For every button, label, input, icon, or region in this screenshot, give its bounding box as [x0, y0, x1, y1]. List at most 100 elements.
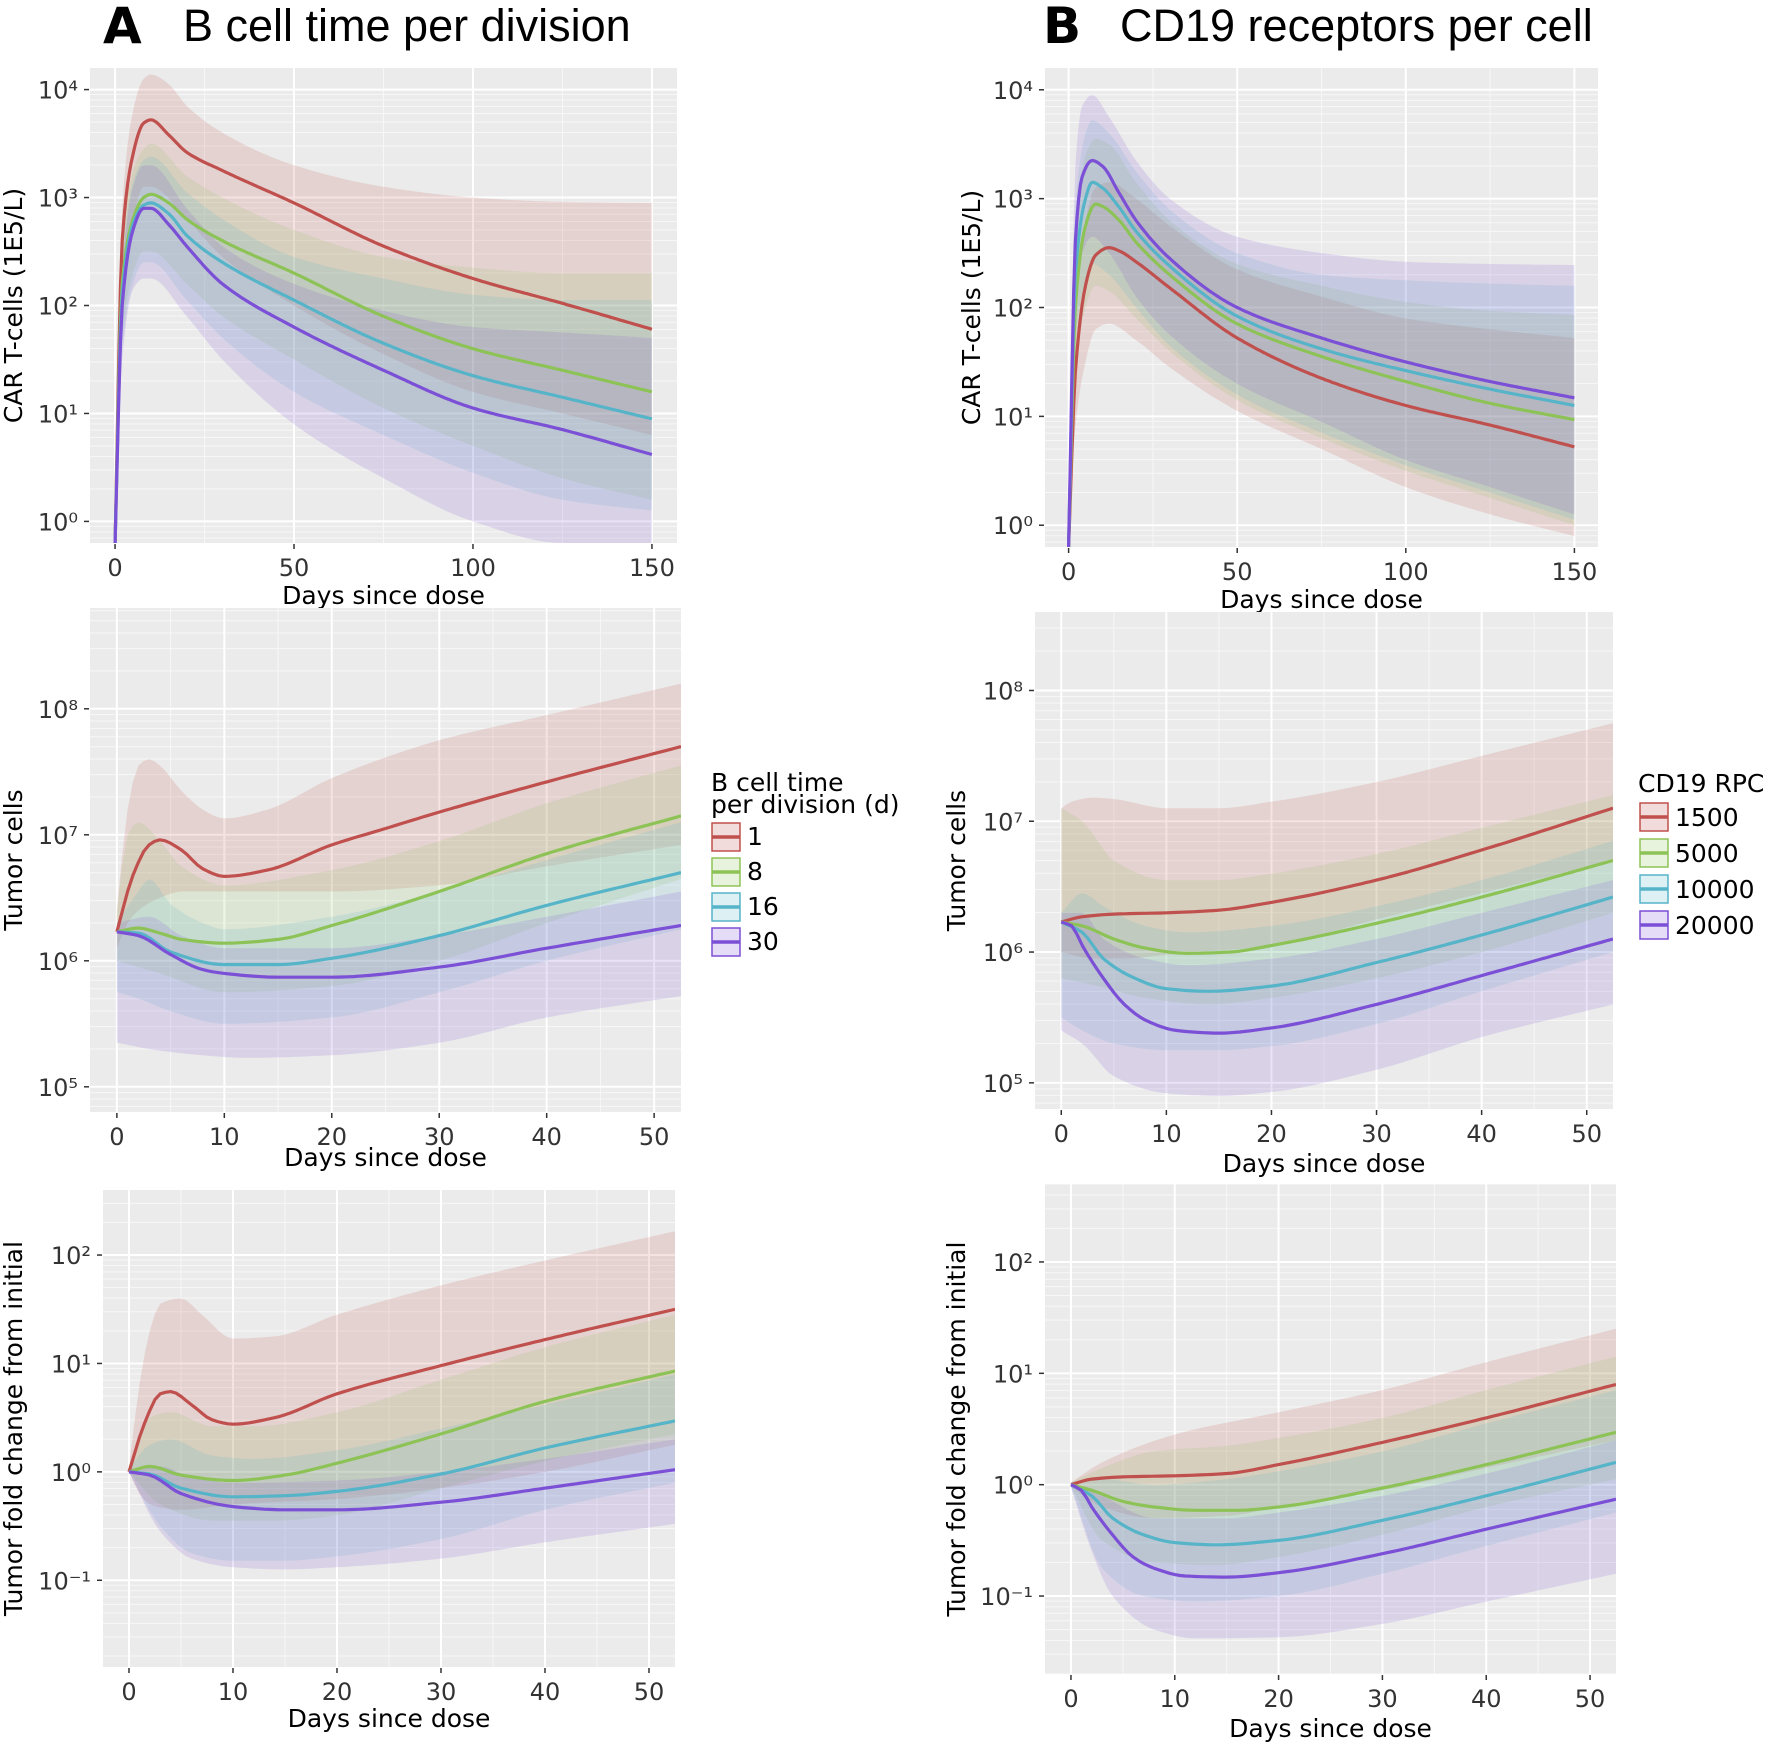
y-axis-label: CAR T-cells (1E5/L): [957, 190, 986, 425]
x-tick-label: 40: [1466, 1120, 1497, 1148]
band-20000: [1061, 880, 1613, 1096]
y-tick-label: 10⁻¹: [980, 1583, 1033, 1611]
band-1: [129, 1231, 675, 1510]
series-lines: [115, 745, 681, 979]
band-1: [115, 74, 652, 543]
x-tick-label: 50: [279, 554, 310, 582]
legend-a-label: 30: [747, 927, 779, 956]
y-axis-label: Tumor fold change from initial: [0, 1241, 28, 1617]
x-tick-label: 20: [1263, 1685, 1294, 1713]
y-tick-label: 10²: [38, 293, 78, 321]
band-20000: [1071, 1440, 1616, 1639]
chart-b-car-tcells: 10⁰ 10¹ 10² 10³ 10⁴ 0 50 100 150 Days since dose C…: [957, 68, 1598, 614]
x-tick-label: 0: [109, 1123, 124, 1151]
band-20000: [1068, 95, 1575, 547]
x-axis-label: Days since dose: [284, 1143, 487, 1172]
series-line-20000: [1070, 1483, 1616, 1579]
x-axis-label: Days since dose: [1223, 1149, 1426, 1178]
series-line-20000: [1060, 920, 1613, 1035]
x-tick-label: 0: [121, 1678, 136, 1706]
gridlines: [1045, 1184, 1616, 1674]
x-tick-label: 10: [1159, 1685, 1190, 1713]
x-tick-label: 10: [1151, 1120, 1182, 1148]
x-tick-label: 10: [218, 1678, 249, 1706]
series-line-16: [116, 871, 681, 967]
x-tick-label: 20: [322, 1678, 353, 1706]
x-tick-label: 0: [1054, 1120, 1069, 1148]
x-tick-label: 20: [1256, 1120, 1287, 1148]
chart-b-tumor-cells: 10⁵ 10⁶ 10⁷ 10⁸ 0 10 20 30 40 50 Days since dose Tu…: [942, 612, 1613, 1178]
y-tick-label: 10⁷: [983, 808, 1023, 836]
x-tick-label: 150: [629, 554, 675, 582]
series-line-5000: [1067, 202, 1575, 547]
y-tick-label: 10⁶: [38, 948, 78, 976]
series-line-16: [113, 201, 653, 543]
x-axis-label: Days since dose: [1220, 585, 1423, 614]
y-tick-label: 10⁴: [993, 77, 1033, 105]
y-axis-label: Tumor cells: [0, 789, 28, 931]
legend-a: B cell time per division (d) 1 8 16 30: [711, 768, 899, 957]
y-tick-label: 10⁰: [38, 508, 78, 536]
y-axis-label: Tumor fold change from initial: [942, 1242, 971, 1618]
panel-b-title: CD19 receptors per cell: [1120, 0, 1593, 51]
x-axis-label: Days since dose: [282, 581, 485, 610]
x-tick-label: 30: [426, 1678, 457, 1706]
y-tick-label: 10⁷: [38, 822, 78, 850]
y-tick-label: 10²: [51, 1242, 91, 1270]
x-tick-label: 50: [639, 1123, 670, 1151]
y-tick-label: 10³: [993, 186, 1033, 214]
legend-a-label: 8: [747, 857, 763, 886]
x-tick-label: 40: [530, 1678, 561, 1706]
legend-a-keys: [711, 822, 741, 957]
series-line-10000: [1060, 895, 1613, 993]
x-tick-label: 0: [107, 554, 122, 582]
legend-a-title-line2: per division (d): [711, 790, 899, 819]
y-tick-label: 10⁵: [38, 1074, 78, 1102]
x-axis-label: Days since dose: [1229, 1714, 1432, 1742]
series-line-8: [113, 192, 653, 543]
series-line-8: [116, 814, 681, 945]
series-line-30: [116, 923, 681, 979]
panel-b-letter: B: [1043, 0, 1081, 55]
band-30: [129, 1439, 675, 1570]
x-tick-label: 150: [1551, 558, 1597, 586]
legend-b-label: 10000: [1675, 875, 1755, 904]
x-axis-label: Days since dose: [288, 1704, 491, 1733]
y-tick-label: 10¹: [51, 1350, 91, 1378]
gridlines: [1035, 612, 1613, 1109]
series-line-1: [127, 1307, 675, 1473]
series-line-16: [128, 1419, 675, 1499]
series-lines: [1060, 806, 1613, 1035]
x-tick-label: 50: [1571, 1120, 1602, 1148]
x-tick-label: 10: [209, 1123, 240, 1151]
x-tick-label: 50: [1222, 558, 1253, 586]
y-tick-label: 10²: [993, 1249, 1033, 1277]
band-10000: [1068, 120, 1575, 547]
x-tick-label: 30: [1361, 1120, 1392, 1148]
band-16: [129, 1374, 675, 1561]
legend-b-label: 1500: [1675, 803, 1739, 832]
band-8: [116, 765, 681, 993]
y-tick-label: 10¹: [38, 400, 78, 428]
x-tick-label: 20: [316, 1123, 347, 1151]
band-8: [129, 1314, 675, 1521]
gridlines: [90, 68, 677, 543]
band-10000: [1061, 840, 1613, 1051]
x-tick-label: 40: [1471, 1685, 1502, 1713]
series-lines: [1067, 158, 1575, 547]
series-line-1500: [1070, 1382, 1616, 1487]
x-tick-label: 30: [424, 1123, 455, 1151]
y-tick-label: 10⁰: [993, 1472, 1033, 1500]
confidence-bands: [129, 1231, 675, 1570]
legend-b-keys: [1639, 802, 1669, 940]
y-tick-label: 10³: [38, 185, 78, 213]
x-tick-label: 30: [1367, 1685, 1398, 1713]
y-tick-label: 10⁵: [983, 1070, 1023, 1098]
series-lines: [113, 118, 653, 543]
series-lines: [127, 1307, 675, 1512]
band-1500: [1061, 723, 1613, 959]
y-tick-label: 10⁻¹: [38, 1567, 91, 1595]
band-30: [115, 165, 652, 543]
legend-b-label: 5000: [1675, 839, 1739, 868]
x-tick-label: 0: [1063, 1685, 1078, 1713]
